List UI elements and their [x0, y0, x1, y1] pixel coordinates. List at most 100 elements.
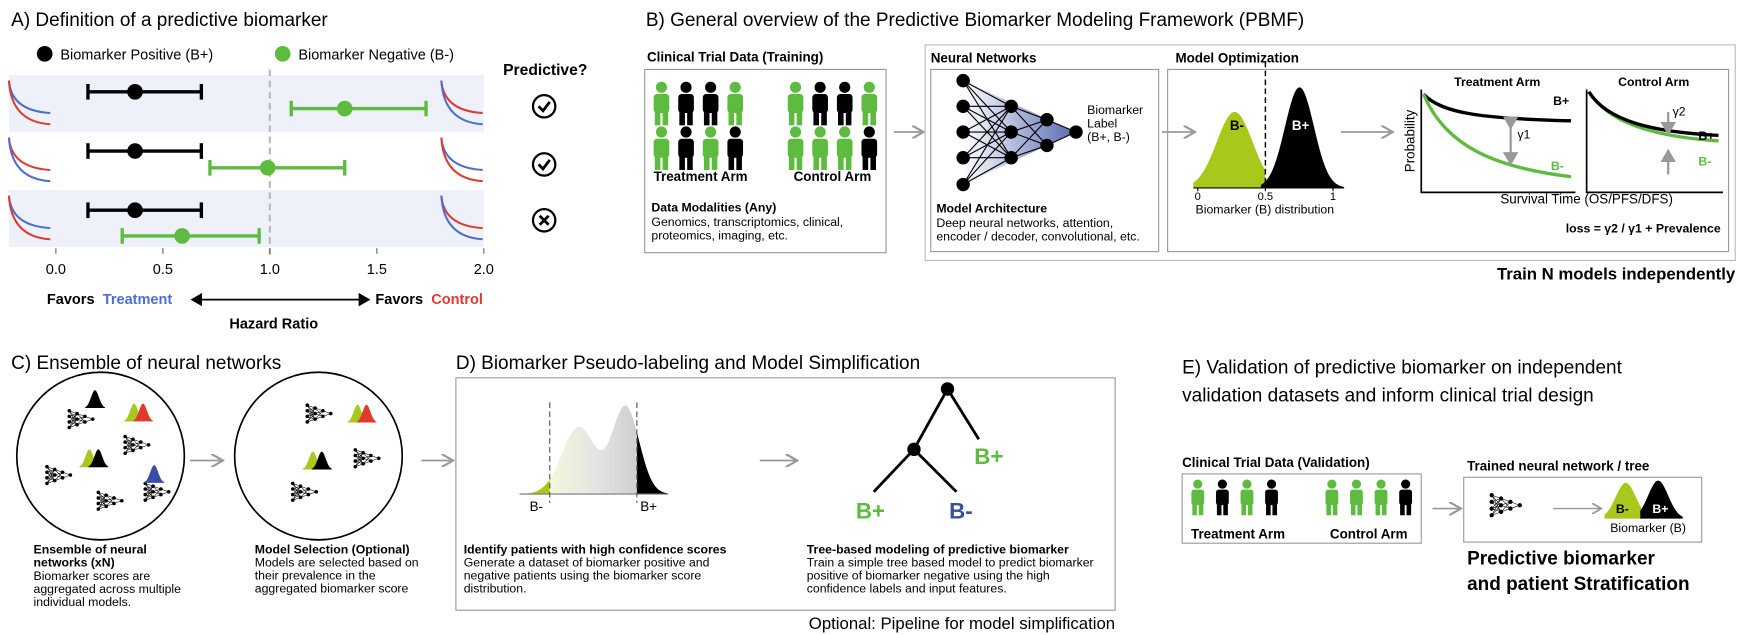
mini-distribution [132, 403, 154, 422]
net-node [123, 440, 127, 444]
net-edge [54, 472, 63, 481]
person-head [839, 81, 851, 93]
ensemble-circle [15, 371, 186, 541]
net-node [83, 414, 87, 419]
person-leg [679, 108, 685, 126]
net-node [96, 496, 101, 500]
net-edge [962, 157, 1012, 186]
net-node [369, 459, 373, 463]
person-icon [727, 81, 744, 126]
net-node [1498, 509, 1504, 515]
tree-node [940, 382, 955, 396]
person-icon [787, 126, 804, 171]
training-box [644, 68, 887, 254]
caption-text: Train a simple tree based model to predi… [807, 556, 1094, 570]
net-edge [145, 486, 154, 495]
box-text: Genomics, transcriptomics, clinical, [651, 215, 843, 229]
net-node [112, 501, 116, 506]
arm-label: Control Arm [1330, 527, 1408, 542]
net-edge [1491, 505, 1502, 516]
favors-arm: Control [431, 292, 483, 308]
net-node [1517, 503, 1522, 508]
net-edge [132, 441, 141, 451]
person-body [1215, 489, 1229, 506]
box-text: proteomics, imaging, etc. [651, 228, 788, 242]
person-head [1266, 479, 1277, 489]
net-node [138, 445, 143, 450]
predictive-symbol [538, 214, 550, 226]
net-node [75, 422, 79, 427]
net-node [369, 453, 373, 458]
net-node [96, 507, 101, 511]
net-node [120, 498, 124, 503]
point-estimate [127, 143, 143, 159]
tree-leaf: B+ [974, 444, 1003, 469]
net-node [1004, 151, 1018, 165]
person-leg [654, 153, 661, 171]
caption-text: confidence labels and input features. [807, 581, 1007, 595]
survival-curve [1421, 93, 1572, 179]
net-edge [307, 407, 316, 423]
curve-label: B- [1698, 155, 1711, 169]
person-head [1376, 479, 1386, 489]
person-head [1242, 479, 1252, 489]
net-node [104, 504, 108, 509]
person-body [1350, 489, 1363, 506]
person-head [680, 126, 692, 138]
dist-tick-label: 0.5 [1258, 191, 1274, 203]
box-text: encoder / decoder, convolutional, etc. [936, 229, 1139, 243]
person-leg [862, 153, 869, 171]
person-head [789, 126, 802, 138]
net-node [45, 470, 49, 475]
person-icon [678, 126, 694, 171]
net-node [298, 495, 303, 500]
person-head [1193, 479, 1203, 489]
person-body [787, 94, 804, 114]
net-node [1004, 99, 1018, 114]
net-node [67, 420, 72, 424]
loss-formula: loss = γ2 / γ1 + Prevalence [1566, 222, 1721, 236]
person-leg [1272, 501, 1278, 516]
person-leg [821, 108, 827, 126]
person-body [653, 94, 670, 114]
mini-distribution [84, 390, 106, 409]
distribution-negative [1193, 111, 1266, 188]
net-node [361, 450, 365, 455]
distribution-label: B+ [1652, 502, 1668, 516]
caption-text: their prevalence in the [255, 569, 376, 583]
predictive-icon [531, 152, 557, 177]
tree-edge [872, 448, 916, 493]
net-edge [152, 488, 162, 498]
person-leg [654, 108, 661, 126]
person-head [1401, 479, 1411, 489]
person-head [729, 126, 741, 138]
person-body [836, 138, 853, 158]
net-node [90, 417, 95, 421]
caption-text: distribution. [464, 581, 527, 595]
person-leg [821, 153, 827, 171]
person-leg [1375, 501, 1381, 516]
person-leg [703, 153, 710, 171]
legend-marker [274, 45, 291, 62]
net-node [45, 476, 49, 480]
net-node [83, 420, 87, 424]
net-node [1040, 138, 1054, 153]
net-node [138, 440, 143, 444]
box-title: Trained neural network / tree [1467, 459, 1649, 474]
net-node [1489, 506, 1494, 511]
person-leg [1266, 501, 1271, 516]
box-title: Clinical Trial Data (Validation) [1182, 455, 1370, 470]
conclusion: Predictive biomarker [1467, 548, 1655, 569]
footer-note: Optional: Pipeline for model simplificat… [809, 614, 1115, 633]
validation-box [1181, 473, 1422, 544]
person-head [680, 81, 692, 93]
person-icon [861, 81, 878, 126]
person-head [1351, 479, 1362, 489]
net-node [131, 443, 135, 447]
distribution-label: B- [1230, 118, 1244, 133]
distribution-positive [1260, 87, 1345, 188]
person-leg [687, 153, 693, 171]
net-edge [46, 474, 55, 484]
person-icon [1325, 479, 1339, 516]
person-leg [870, 108, 876, 126]
